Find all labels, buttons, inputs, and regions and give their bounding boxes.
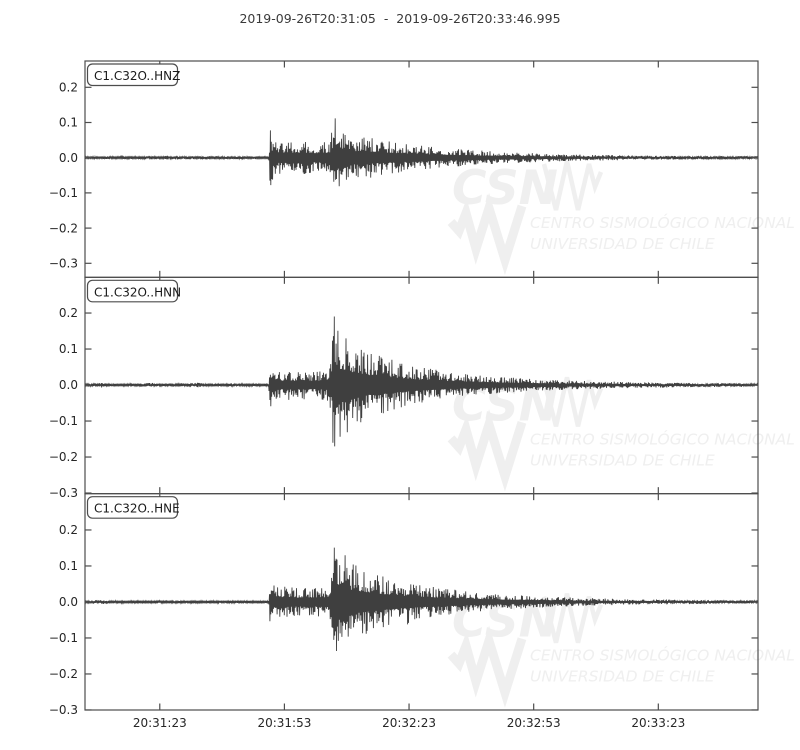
- channel-label-text: C1.C32O..HNN: [94, 285, 181, 299]
- channel-label: C1.C32O..HNE: [86, 496, 180, 519]
- y-tick-label: 0.2: [59, 81, 78, 95]
- watermark-zigzag-icon: [447, 192, 527, 276]
- axis-ticks: [85, 493, 758, 711]
- axis-ticks: [85, 277, 758, 494]
- y-tick-label: −0.3: [49, 257, 78, 271]
- y-tick-label: 0.0: [59, 151, 78, 165]
- watermark-text-line1: CENTRO SISMOLÓGICO NACIONAL: [530, 213, 795, 232]
- watermark-text-line2: UNIVERSIDAD DE CHILE: [530, 235, 715, 253]
- watermark-zigzag-icon: [447, 625, 527, 708]
- waveform-trace: [84, 547, 759, 652]
- waveform-trace: [84, 316, 759, 447]
- channel-label-text: C1.C32O..HNZ: [94, 69, 180, 83]
- x-tick-label: 20:32:53: [507, 716, 561, 730]
- watermark-zigzag-icon: [447, 409, 527, 492]
- y-tick-label: 0.2: [59, 306, 78, 320]
- y-tick-label: −0.2: [49, 221, 78, 235]
- x-tick-label: 20:31:23: [133, 716, 187, 730]
- x-tick-label: 20:32:23: [382, 716, 436, 730]
- watermark-text-line1: CENTRO SISMOLÓGICO NACIONAL: [530, 646, 795, 665]
- y-tick-label: 0.2: [59, 523, 78, 537]
- figure-title: 2019-09-26T20:31:05 - 2019-09-26T20:33:4…: [239, 11, 561, 26]
- y-tick-label: −0.1: [49, 414, 78, 428]
- channel-label-text: C1.C32O..HNE: [94, 502, 180, 516]
- axis-ticks: [85, 61, 758, 278]
- watermark-acronym: CSN: [452, 161, 558, 216]
- y-tick-label: 0.0: [59, 595, 78, 609]
- y-tick-label: −0.1: [49, 186, 78, 200]
- watermark-zigzag-icon: [541, 593, 604, 644]
- y-tick-label: −0.3: [49, 486, 78, 500]
- channel-label-box: [86, 279, 179, 303]
- channel-label: C1.C32O..HNN: [86, 279, 181, 303]
- y-tick-label: −0.2: [49, 667, 78, 681]
- channel-label: C1.C32O..HNZ: [86, 63, 180, 87]
- channel-label-box: [86, 496, 179, 519]
- y-tick-label: 0.1: [59, 116, 78, 130]
- y-tick-label: −0.1: [49, 631, 78, 645]
- y-tick-label: −0.3: [49, 703, 78, 717]
- y-tick-label: 0.0: [59, 378, 78, 392]
- watermark-text-line1: CENTRO SISMOLÓGICO NACIONAL: [530, 429, 795, 448]
- y-tick-label: 0.1: [59, 342, 78, 356]
- watermark-zigzag-icon: [541, 160, 604, 211]
- x-tick-label: 20:31:53: [257, 716, 311, 730]
- watermark-zigzag-icon: [541, 376, 604, 427]
- waveform-trace: [84, 118, 759, 187]
- watermark-text-line2: UNIVERSIDAD DE CHILE: [530, 451, 715, 469]
- x-tick-label: 20:33:23: [631, 716, 685, 730]
- watermark-text-line2: UNIVERSIDAD DE CHILE: [530, 668, 715, 686]
- y-tick-label: 0.1: [59, 559, 78, 573]
- channel-label-box: [86, 63, 179, 87]
- y-tick-label: −0.2: [49, 450, 78, 464]
